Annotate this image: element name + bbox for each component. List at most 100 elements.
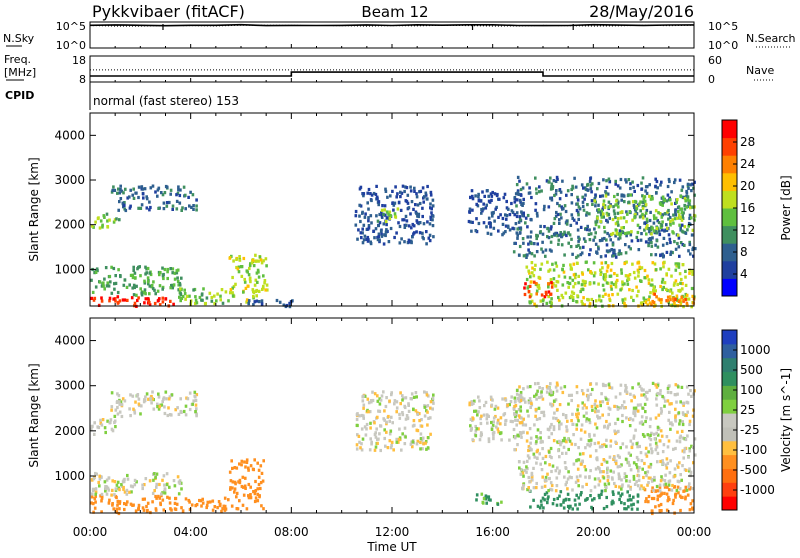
velocity-cell [492,433,495,437]
power-cell [397,221,400,225]
power-cell [652,285,656,290]
xtick-label: 00:00 [73,525,108,539]
power-cell [579,289,582,294]
power-cell [117,187,120,191]
power-cell [685,205,689,209]
velocity-cell [645,474,648,478]
power-cell [619,252,623,256]
power-cell [663,229,666,233]
power-cell [194,295,197,299]
power-cell [571,184,574,188]
power-cell [616,217,620,221]
power-cell [547,290,551,294]
velocity-cell [638,384,642,388]
power-cell [654,268,658,272]
power-cell [557,295,560,300]
power-cell [663,281,667,285]
power-cell [641,204,645,208]
velocity-cell [688,487,691,491]
velocity-cell [639,451,643,455]
velocity-cell [637,469,640,473]
power-cell [616,220,620,224]
power-cell [606,220,609,224]
power-cell [550,249,553,253]
velocity-cell [547,386,551,390]
power-cell [642,296,646,300]
velocity-cell [589,392,593,396]
velocity-cell [626,490,629,494]
power-cell [471,208,474,212]
velocity-cell [231,480,235,484]
power-cell [255,259,258,263]
velocity-cell [652,432,656,436]
power-cell [673,180,676,185]
velocity-cell [155,485,158,489]
velocity-cell [572,433,575,437]
power-cell [591,202,594,206]
velocity-cell [133,483,137,487]
velocity-cell [513,400,517,404]
power-cell [677,265,681,269]
power-cell [243,277,246,282]
velocity-cell [607,475,610,479]
velocity-cell [644,452,648,456]
velocity-cell [383,436,386,441]
velocity-cell [601,400,605,404]
velocity-cell [539,436,542,440]
velocity-cell [378,397,381,401]
velocity-cell [469,424,472,428]
power-cell [153,301,157,306]
power-cell [666,184,670,189]
power-cell [648,183,651,187]
velocity-cell [469,417,473,421]
power-cell [589,232,593,236]
power-cell [686,184,690,188]
power-cell [544,248,548,252]
power-cell [527,285,530,289]
velocity-cell [681,436,685,440]
power-cell [156,188,160,192]
velocity-cell [665,508,669,512]
power-cell [146,297,150,301]
power-cell [533,280,536,284]
power-cell [640,266,644,270]
velocity-cell [628,479,632,483]
power-cell [659,267,662,271]
power-cell [660,280,664,284]
power-cell [489,192,493,196]
power-cell [605,218,608,222]
velocity-cell [208,500,212,504]
power-cell [680,210,684,215]
velocity-cell [106,486,110,490]
power-cell [600,209,604,213]
power-cell [684,295,687,299]
velocity-cell [635,442,639,446]
power-cell [565,193,568,197]
velocity-cell [667,488,671,492]
velocity-cell [224,507,228,511]
power-cell [581,272,584,276]
velocity-cell [112,507,115,511]
velocity-cell [666,399,670,403]
velocity-cell [679,434,682,438]
power-cell [572,218,576,222]
power-cell [200,292,204,296]
power-cell [566,281,569,285]
velocity-cell [401,432,404,436]
velocity-cell [256,487,259,491]
power-cell [681,185,685,189]
velocity-cell [656,391,659,396]
velocity-cell [253,458,256,462]
velocity-cell [407,409,411,413]
power-cell [139,206,143,210]
power-cell [614,228,618,232]
velocity-cell [637,382,640,386]
power-cell [282,303,286,307]
velocity-cell [375,427,378,431]
power-cell [132,265,135,269]
velocity-cell [419,440,422,445]
velocity-cell [579,474,582,478]
power-cell [619,232,623,236]
power-cell [549,278,553,282]
velocity-cell [231,486,234,490]
